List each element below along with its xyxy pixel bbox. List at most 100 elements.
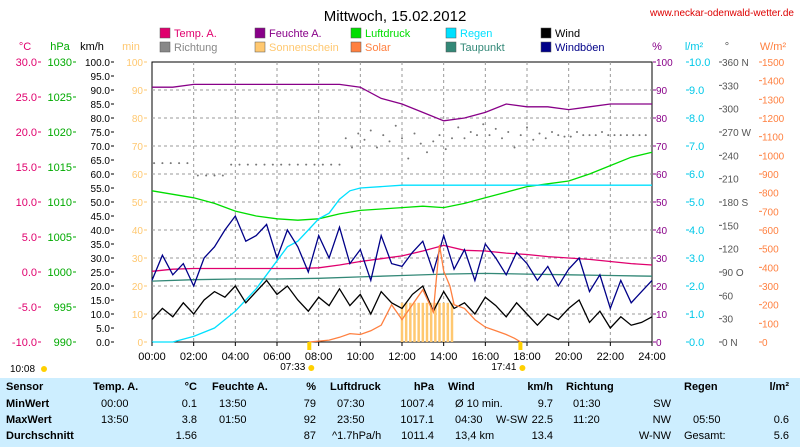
avg-press-trend: ^1.7hPa/h — [332, 430, 382, 442]
tick-temp-5: 5.0 — [22, 232, 37, 244]
legend-label-2: Feuchte A. — [269, 28, 322, 40]
direction-point-70 — [638, 134, 641, 137]
max-press-val: 1017.1 — [400, 414, 434, 426]
legend-swatch-7 — [445, 41, 457, 53]
direction-point-17 — [296, 163, 299, 166]
series-line-5 — [151, 214, 653, 311]
tick-wind-9: 55.0 — [91, 184, 111, 195]
min-hum-val: 79 — [303, 398, 316, 410]
direction-point-29 — [382, 134, 385, 137]
max-dir-time: 11:20 — [573, 414, 600, 426]
tick-temp-7: -5.0 — [18, 302, 37, 314]
direction-point-10 — [238, 163, 241, 166]
hdr-rain: Regen — [684, 381, 718, 393]
legend-swatch-1 — [159, 41, 171, 53]
direction-point-3 — [178, 162, 181, 165]
sunrise-icon — [308, 365, 315, 371]
xtick-3: 06:00 — [263, 351, 291, 363]
tick-sun-5: 50 — [132, 198, 144, 209]
direction-point-56 — [551, 131, 553, 133]
stats-avg-row: Durchschnitt 1.56 87 ^1.7hPa/h 1011.4 13… — [0, 429, 800, 444]
direction-point-0 — [153, 162, 156, 165]
tick-direction-8: 120 — [722, 245, 739, 256]
hdr-sensor: Sensor — [6, 381, 44, 393]
direction-point-1 — [161, 162, 164, 165]
tick-humidity-1: 90 — [656, 86, 668, 97]
min-wind-label: Ø 10 min. — [455, 398, 503, 410]
tick-solar-1: 1400 — [762, 77, 785, 88]
direction-point-7 — [213, 174, 216, 177]
xtick-0: 00:00 — [138, 351, 166, 363]
hdr-dir: Richtung — [566, 381, 614, 393]
legend-label-4: Luftdruck — [365, 28, 411, 40]
tick-rain-10: 0.0 — [689, 337, 704, 349]
direction-point-23 — [344, 137, 347, 140]
max-dir-val: NW — [652, 414, 671, 426]
direction-point-13 — [263, 163, 266, 166]
weather-chart: Mittwoch, 15.02.2012 www.neckar-odenwald… — [10, 8, 794, 375]
sun-markers: 07:33 17:41 10:08 — [10, 342, 526, 375]
direction-point-41 — [457, 126, 460, 129]
tick-solar-12: 300 — [762, 282, 779, 293]
direction-point-33 — [407, 157, 410, 160]
legend-label-7: Taupunkt — [460, 42, 505, 54]
tick-wind-19: 5.0 — [96, 324, 110, 335]
tick-pressure-6: 1000 — [48, 267, 72, 279]
direction-point-25 — [357, 132, 360, 135]
max-rain-val: 0.6 — [773, 414, 789, 426]
stats-min-row: MinWert 00:00 0.1 13:50 79 07:30 1007.4 … — [0, 397, 800, 412]
direction-point-67 — [619, 134, 622, 137]
direction-point-66 — [613, 134, 616, 137]
tick-sun-4: 60 — [132, 170, 144, 181]
tick-sun-10: 0 — [137, 338, 143, 349]
direction-point-27 — [369, 129, 372, 132]
tick-sun-9: 10 — [132, 310, 144, 321]
direction-point-11 — [246, 163, 249, 166]
legend-swatch-9 — [540, 41, 552, 53]
axis-unit-temp: °C — [19, 41, 31, 53]
direction-point-55 — [544, 137, 547, 140]
avg-rain-label: Gesamt: — [684, 430, 726, 442]
tick-sun-3: 70 — [132, 142, 144, 153]
xtick-4: 08:00 — [305, 351, 333, 363]
legend-swatch-2 — [254, 27, 266, 39]
direction-point-12 — [255, 163, 258, 166]
direction-point-37 — [432, 140, 435, 143]
direction-point-44 — [476, 134, 478, 137]
tick-solar-2: 1300 — [762, 95, 785, 106]
tick-rain-5: 5.0 — [689, 197, 704, 209]
tick-humidity-6: 40 — [656, 226, 668, 237]
direction-point-5 — [196, 174, 199, 177]
tick-direction-0: 360 N — [722, 58, 749, 69]
tick-rain-9: 1.0 — [689, 309, 704, 321]
direction-point-54 — [538, 132, 541, 135]
tick-rain-4: 6.0 — [689, 169, 704, 181]
direction-point-60 — [576, 131, 578, 133]
tick-pressure-5: 1005 — [48, 232, 72, 244]
legend-label-1: Richtung — [174, 42, 217, 54]
xtick-2: 04:00 — [222, 351, 250, 363]
tick-pressure-2: 1020 — [48, 127, 72, 139]
website-link[interactable]: www.neckar-odenwald-wetter.de — [649, 8, 794, 19]
tick-wind-10: 50.0 — [91, 198, 111, 209]
tick-direction-4: 240 — [722, 151, 739, 162]
chart-start-icon — [41, 366, 47, 372]
legend-swatch-4 — [350, 27, 362, 39]
tick-wind-3: 85.0 — [91, 100, 111, 111]
hdr-temp: Temp. A. — [93, 381, 139, 393]
tick-solar-14: 100 — [762, 319, 779, 330]
direction-point-15 — [280, 163, 283, 166]
min-hum-time: 13:50 — [219, 398, 247, 410]
series-line-6 — [151, 279, 653, 330]
tick-sun-0: 100 — [126, 58, 143, 69]
tick-solar-8: 700 — [762, 207, 779, 218]
max-wind-time: 04:30 — [455, 414, 483, 426]
tick-pressure-3: 1015 — [48, 162, 72, 174]
avg-dir-val: W-NW — [638, 430, 671, 442]
direction-point-59 — [569, 135, 572, 138]
tick-direction-7: 150 — [722, 221, 739, 232]
direction-point-62 — [588, 134, 591, 137]
sunset-icon — [519, 365, 526, 371]
direction-point-22 — [338, 163, 341, 166]
tick-rain-3: 7.0 — [689, 141, 704, 153]
